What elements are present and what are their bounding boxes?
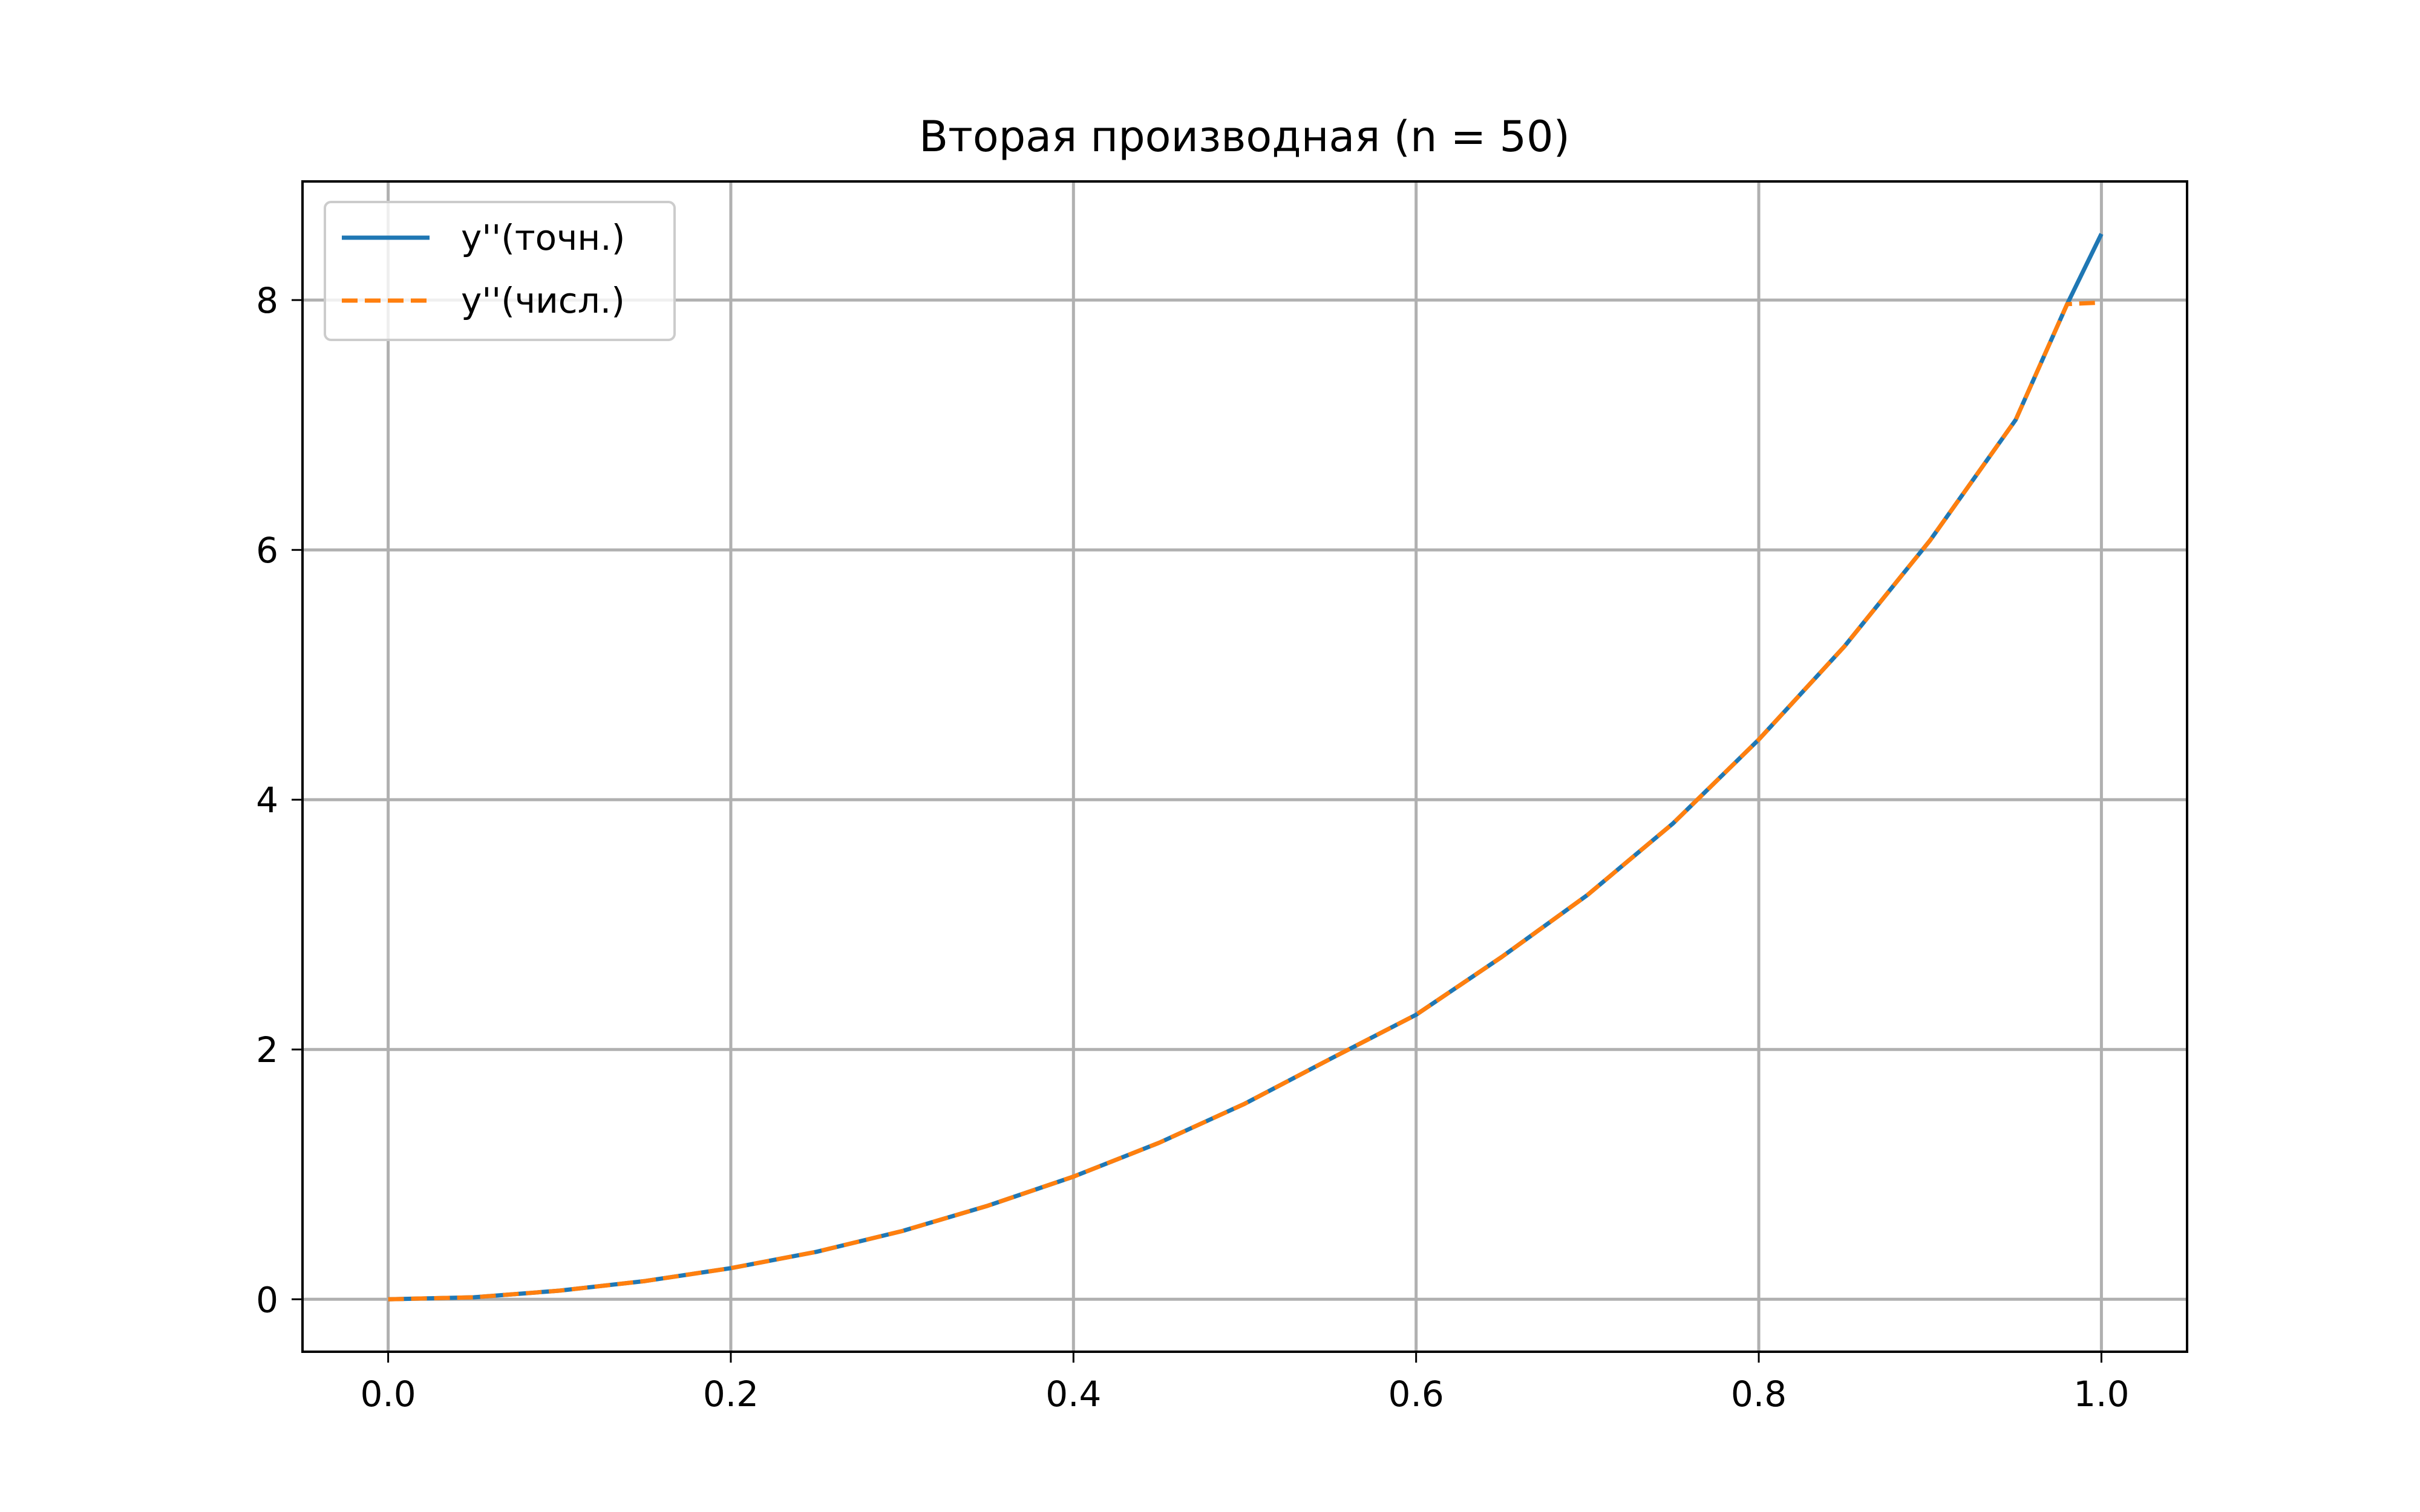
chart-title: Вторая производная (n = 50) bbox=[919, 112, 1570, 161]
legend-label-numeric: y''(числ.) bbox=[461, 280, 625, 321]
series-line-numeric bbox=[388, 300, 2102, 1302]
y-tick-label: 0 bbox=[256, 1279, 278, 1320]
x-tick-label: 0.4 bbox=[1045, 1374, 1101, 1415]
plot-frame bbox=[301, 180, 2188, 1353]
grid bbox=[302, 181, 2187, 1352]
x-tick-label: 0.8 bbox=[1731, 1374, 1787, 1415]
series-layer bbox=[388, 233, 2104, 1302]
plot-area-background bbox=[302, 181, 2187, 1352]
y-tick-label: 8 bbox=[256, 280, 278, 321]
y-tick-label: 4 bbox=[256, 780, 278, 821]
x-tick-label: 0.0 bbox=[360, 1374, 416, 1415]
x-tick-label: 0.6 bbox=[1388, 1374, 1444, 1415]
legend-label-exact: y''(точн.) bbox=[461, 217, 625, 258]
axis-ticks: 0.0 0.2 0.4 0.6 0.8 1.0 0 2 4 6 8 bbox=[256, 280, 2129, 1415]
y-tick-label: 2 bbox=[256, 1029, 278, 1070]
legend: y''(точн.) y''(числ.) bbox=[324, 201, 676, 341]
x-tick-label: 0.2 bbox=[703, 1374, 759, 1415]
x-tick-label: 1.0 bbox=[2073, 1374, 2129, 1415]
y-tick-label: 6 bbox=[256, 530, 278, 571]
